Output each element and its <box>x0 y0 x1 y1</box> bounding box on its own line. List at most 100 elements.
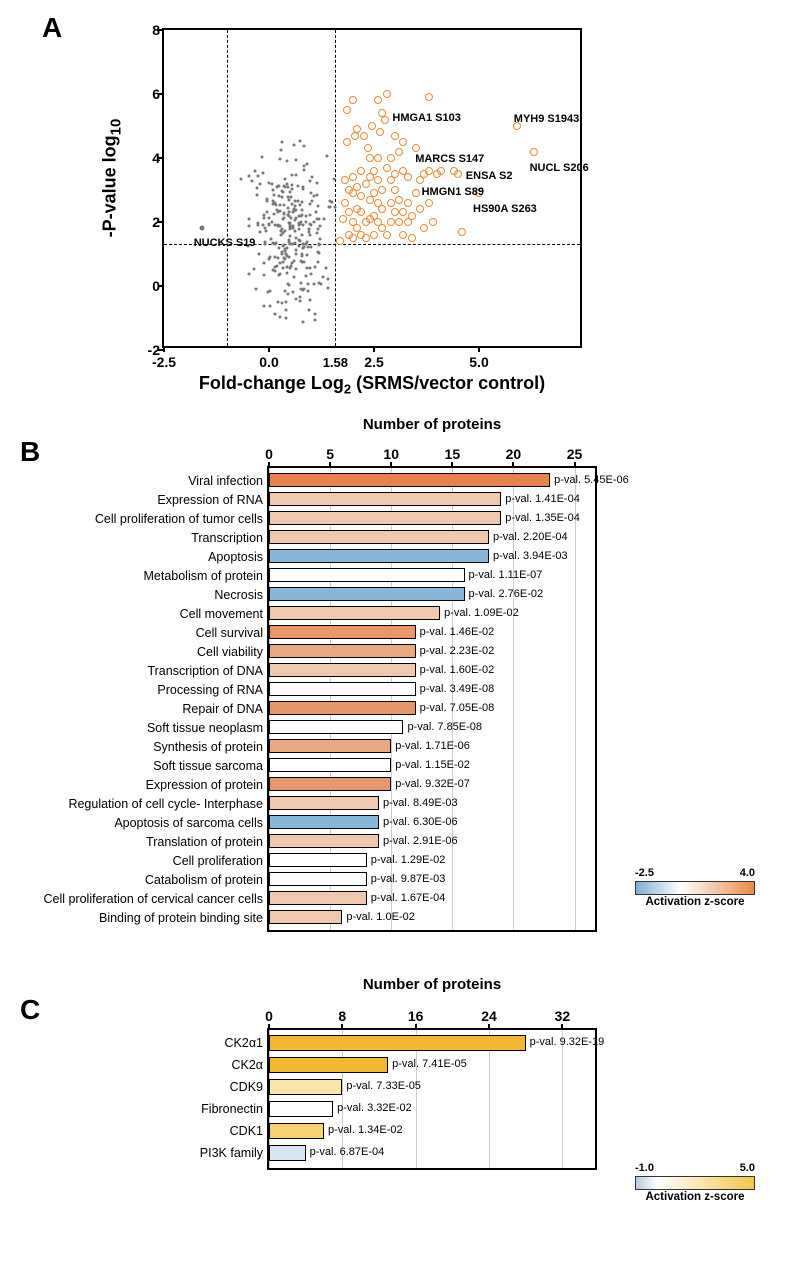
sig-point <box>349 173 357 181</box>
bar-row: Expression of protein p-val. 9.32E-07 <box>269 777 599 791</box>
bar-pvalue: p-val. 5.45E-06 <box>554 474 629 486</box>
sig-point <box>341 176 349 184</box>
bar-row: Fibronectin p-val. 3.32E-02 <box>269 1101 599 1117</box>
gradient-icon <box>635 881 755 895</box>
sig-point <box>366 154 374 162</box>
bar-rect <box>269 891 367 905</box>
bar-rect <box>269 568 465 582</box>
bar-rect <box>269 701 416 715</box>
sig-point <box>374 176 382 184</box>
sig-point <box>349 96 357 104</box>
sig-point <box>339 215 347 223</box>
bar-pvalue: p-val. 7.33E-05 <box>346 1080 421 1092</box>
bar-label: Translation of protein <box>146 835 269 849</box>
sig-point <box>387 218 395 226</box>
bar-label: Cell viability <box>197 645 269 659</box>
bar-row: Translation of protein p-val. 2.91E-06 <box>269 834 599 848</box>
sig-point <box>336 237 344 245</box>
bar-row: Regulation of cell cycle- Interphase p-v… <box>269 796 599 810</box>
sig-point <box>387 154 395 162</box>
panel-c: C Number of proteins 0 8 16 24 32 CK2α1 … <box>12 998 775 1228</box>
sig-point <box>357 192 365 200</box>
point-label: NUCL S206 <box>530 162 589 174</box>
sig-point <box>391 170 399 178</box>
bar-pvalue: p-val. 8.49E-03 <box>383 797 458 809</box>
panel-b-axis-title: Number of proteins <box>267 416 597 433</box>
bar-rect <box>269 606 440 620</box>
bar-pvalue: p-val. 1.41E-04 <box>505 493 580 505</box>
panel-c-label: C <box>20 994 40 1026</box>
bar-row: Synthesis of protein p-val. 1.71E-06 <box>269 739 599 753</box>
bar-label: Metabolism of protein <box>143 569 269 583</box>
bar-rect <box>269 872 367 886</box>
bar-pvalue: p-val. 3.49E-08 <box>420 683 495 695</box>
sig-point <box>416 205 424 213</box>
bar-rect <box>269 910 342 924</box>
bar-rect <box>269 473 550 487</box>
sig-point <box>343 138 351 146</box>
bar-rect <box>269 663 416 677</box>
bar-label: CDK9 <box>230 1080 269 1094</box>
bar-pvalue: p-val. 1.71E-06 <box>395 740 470 752</box>
bar-pvalue: p-val. 2.23E-02 <box>420 645 495 657</box>
point-label: MARCS S147 <box>415 153 484 165</box>
sig-point <box>395 148 403 156</box>
bar-label: CDK1 <box>230 1124 269 1138</box>
bar-label: Transcription <box>191 531 269 545</box>
bar-rect <box>269 530 489 544</box>
sig-point <box>425 93 433 101</box>
sig-point <box>362 234 370 242</box>
sig-point <box>383 90 391 98</box>
sig-point <box>391 186 399 194</box>
bar-row: Cell survival p-val. 1.46E-02 <box>269 625 599 639</box>
bar-rect <box>269 511 501 525</box>
bar-rect <box>269 777 391 791</box>
panel-a-label: A <box>42 12 62 44</box>
bar-row: Cell proliferation p-val. 1.29E-02 <box>269 853 599 867</box>
sig-point <box>357 208 365 216</box>
bar-row: Cell movement p-val. 1.09E-02 <box>269 606 599 620</box>
sig-point <box>412 189 420 197</box>
bar-row: Apoptosis of sarcoma cells p-val. 6.30E-… <box>269 815 599 829</box>
sig-point <box>437 167 445 175</box>
bar-label: Expression of RNA <box>157 493 269 507</box>
bar-label: Transcription of DNA <box>147 664 269 678</box>
bar-label: Fibronectin <box>201 1102 269 1116</box>
bar-label: CK2α1 <box>225 1036 270 1050</box>
bar-pvalue: p-val. 2.76E-02 <box>469 588 544 600</box>
bar-pvalue: p-val. 2.20E-04 <box>493 531 568 543</box>
panel-b: B Number of proteins 0 5 10 15 20 25 Vir… <box>12 438 775 998</box>
sig-point <box>374 96 382 104</box>
bar-label: Expression of protein <box>146 778 269 792</box>
sig-point <box>412 144 420 152</box>
panel-a-ylabel: -P-value log10 <box>100 119 125 238</box>
bar-rect <box>269 739 391 753</box>
sig-point <box>345 208 353 216</box>
sig-point <box>425 167 433 175</box>
sig-point <box>376 128 384 136</box>
bar-rect <box>269 853 367 867</box>
bar-pvalue: p-val. 3.94E-03 <box>493 550 568 562</box>
bar-pvalue: p-val. 1.29E-02 <box>371 854 446 866</box>
bar-label: Viral infection <box>188 474 269 488</box>
bar-row: Cell proliferation of tumor cells p-val.… <box>269 511 599 525</box>
bar-rect <box>269 758 391 772</box>
bar-pvalue: p-val. 1.15E-02 <box>395 759 470 771</box>
sig-point <box>391 208 399 216</box>
bar-row: Transcription p-val. 2.20E-04 <box>269 530 599 544</box>
bar-label: Cell proliferation of tumor cells <box>95 512 269 526</box>
bar-row: Soft tissue sarcoma p-val. 1.15E-02 <box>269 758 599 772</box>
bar-label: Soft tissue neoplasm <box>147 721 269 735</box>
bar-row: Processing of RNA p-val. 3.49E-08 <box>269 682 599 696</box>
bar-label: Cell proliferation <box>173 854 269 868</box>
bar-pvalue: p-val. 3.32E-02 <box>337 1102 412 1114</box>
bar-rect <box>269 1123 324 1139</box>
sig-point <box>391 132 399 140</box>
sig-point <box>425 199 433 207</box>
bar-label: CK2α <box>231 1058 269 1072</box>
bar-rect <box>269 1145 306 1161</box>
bar-label: Necrosis <box>214 588 269 602</box>
bar-rect <box>269 625 416 639</box>
bar-rect <box>269 720 403 734</box>
bar-pvalue: p-val. 9.87E-03 <box>371 873 446 885</box>
